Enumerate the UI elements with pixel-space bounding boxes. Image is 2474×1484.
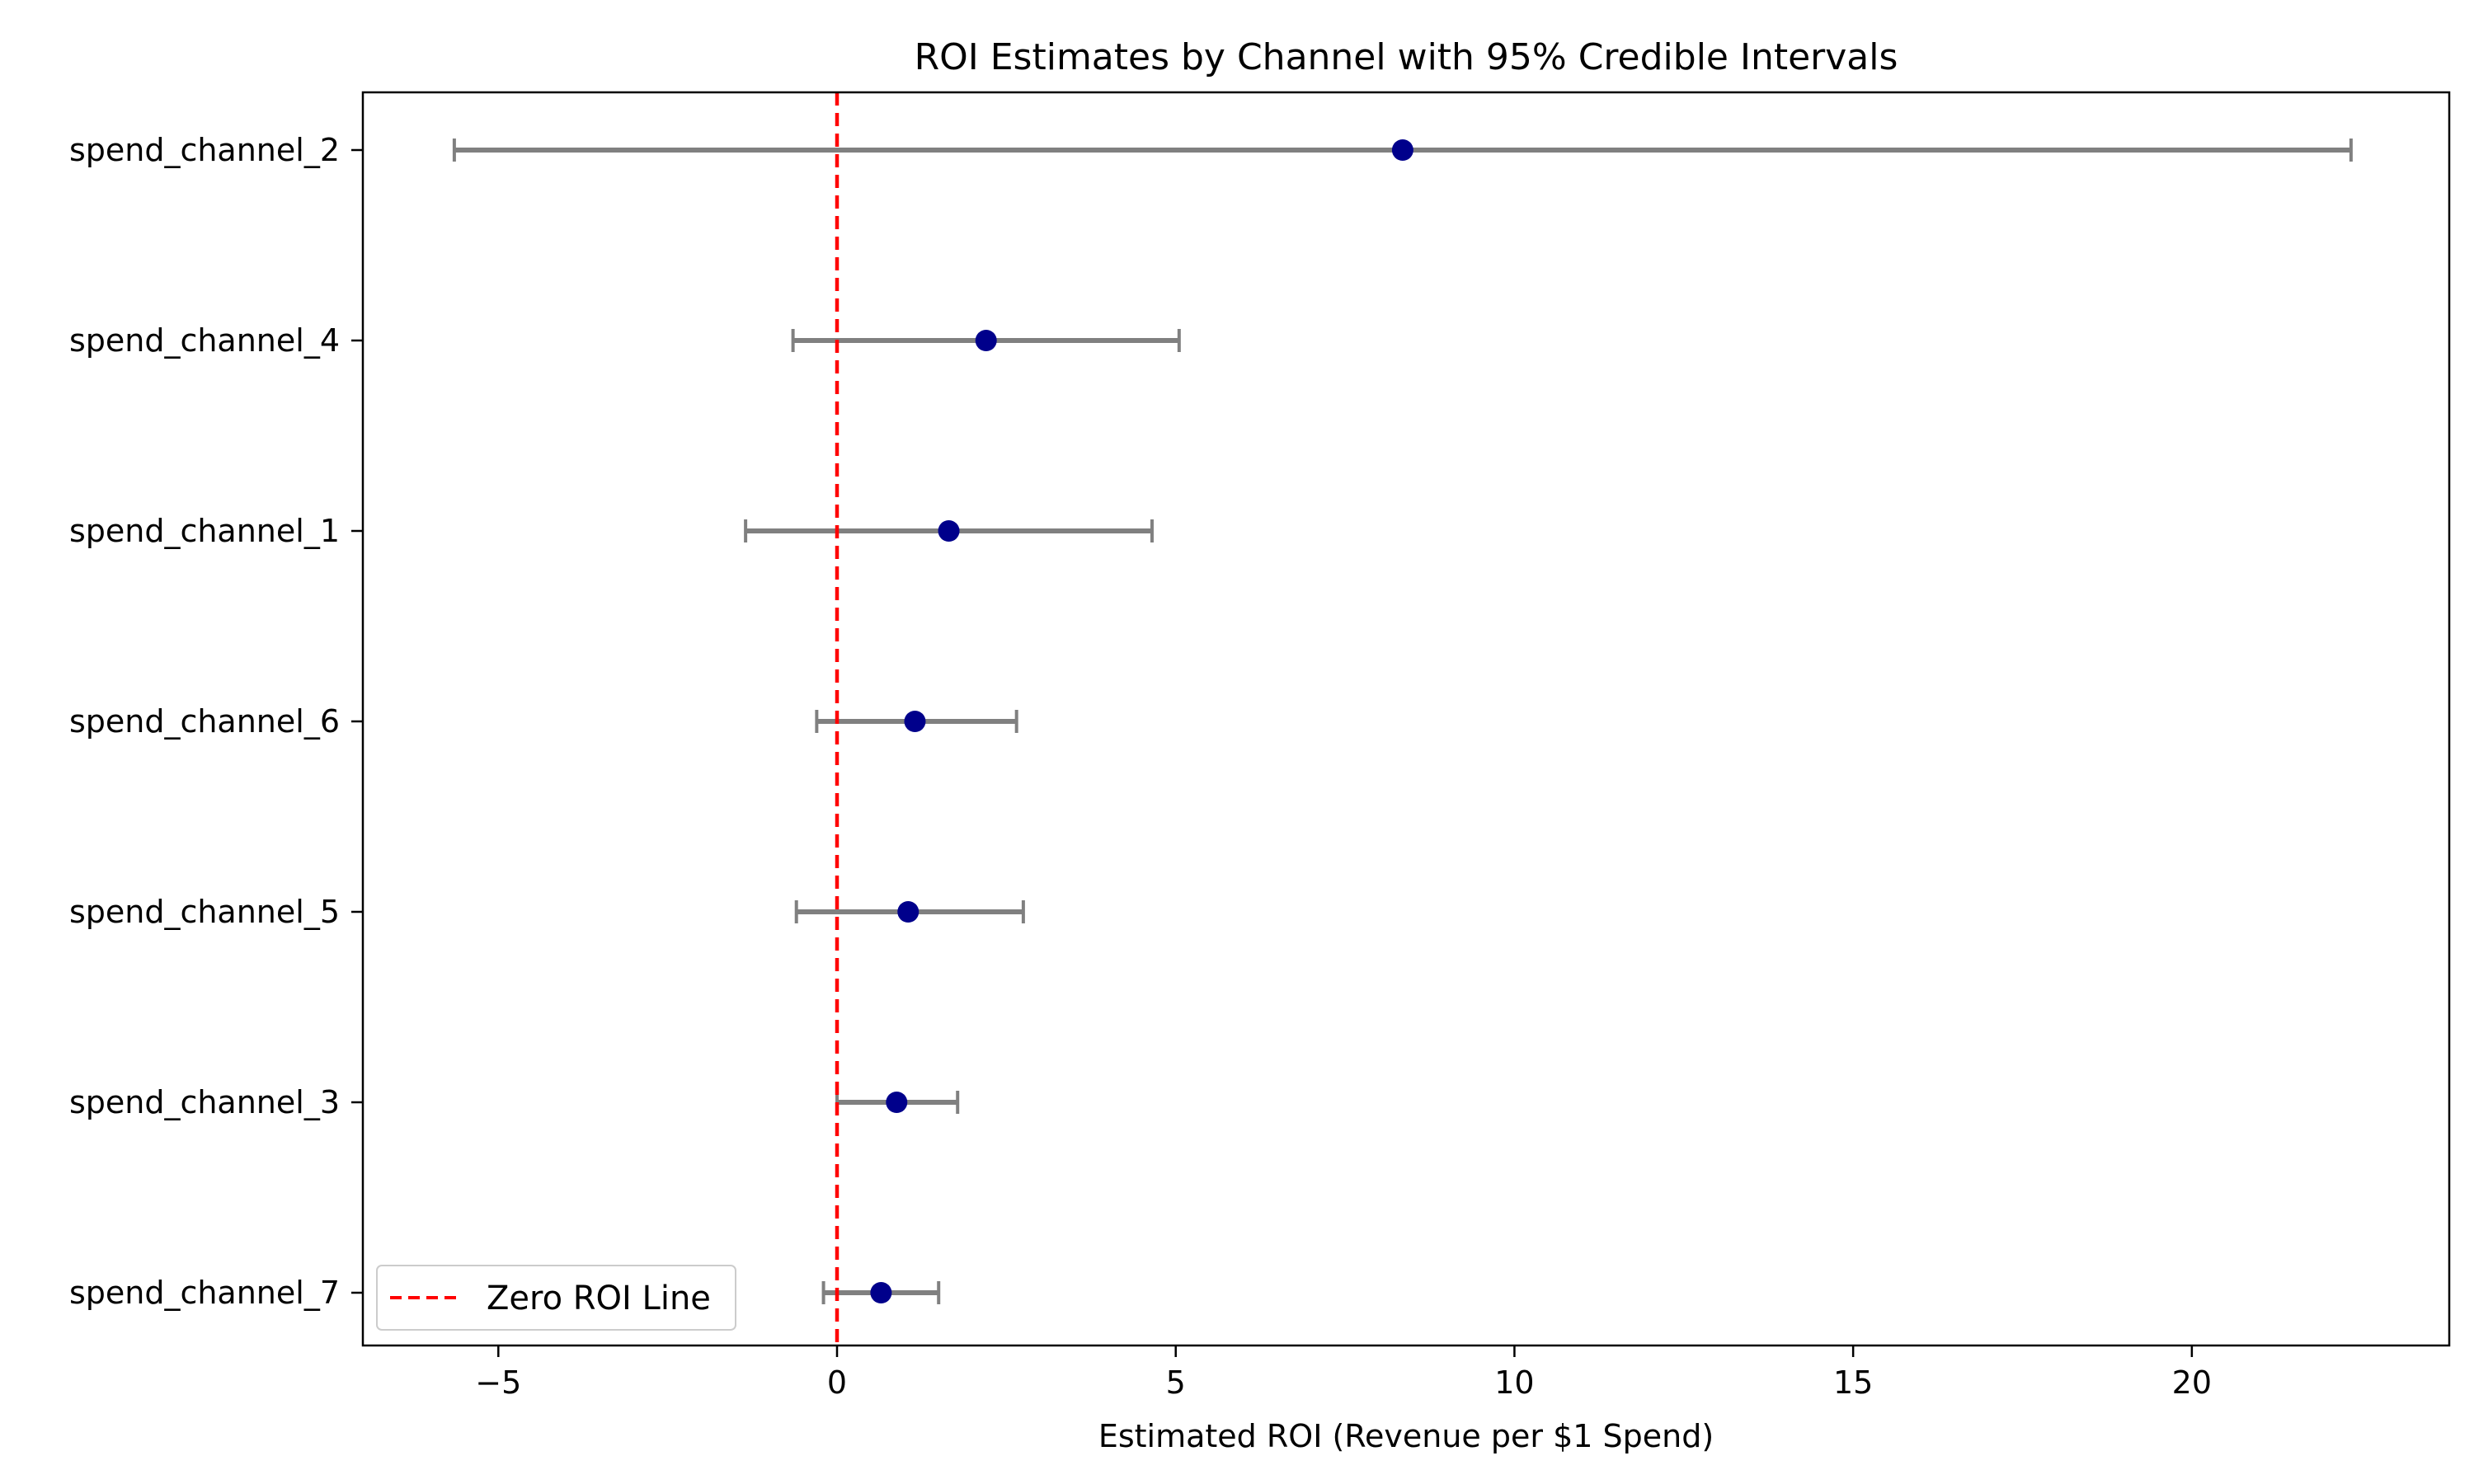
plot-area <box>452 92 2353 1345</box>
legend-label-zero-roi: Zero ROI Line <box>487 1280 711 1317</box>
y-tick-label: spend_channel_3 <box>69 1084 340 1120</box>
chart-title: ROI Estimates by Channel with 95% Credib… <box>915 36 1898 78</box>
point-spend_channel_6 <box>904 711 926 732</box>
x-tick-label: −5 <box>475 1364 521 1401</box>
x-tick-label: 0 <box>827 1364 847 1401</box>
point-spend_channel_1 <box>938 520 960 542</box>
x-tick-label: 15 <box>1833 1364 1873 1401</box>
x-tick-label: 5 <box>1166 1364 1186 1401</box>
plot-frame <box>361 91 2451 1347</box>
y-tick-label: spend_channel_5 <box>69 894 340 930</box>
point-spend_channel_7 <box>870 1282 892 1303</box>
y-tick-label: spend_channel_4 <box>69 322 340 359</box>
y-tick-label: spend_channel_2 <box>69 132 340 168</box>
y-tick-label: spend_channel_6 <box>69 703 340 740</box>
x-axis-ticks: −5 0 5 10 15 20 <box>475 1345 2212 1401</box>
point-spend_channel_5 <box>897 901 920 923</box>
x-tick-label: 20 <box>2172 1364 2212 1401</box>
point-spend_channel_2 <box>1391 139 1413 161</box>
point-spend_channel_4 <box>975 330 997 351</box>
x-tick-label: 10 <box>1494 1364 1534 1401</box>
x-axis-label: Estimated ROI (Revenue per $1 Spend) <box>1098 1418 1714 1454</box>
y-axis-ticks: spend_channel_2 spend_channel_4 spend_chan… <box>69 132 363 1311</box>
legend: Zero ROI Line <box>376 1265 736 1331</box>
point-spend_channel_3 <box>886 1092 908 1113</box>
legend-box <box>376 1265 736 1331</box>
y-tick-label: spend_channel_7 <box>69 1275 340 1311</box>
y-tick-label: spend_channel_1 <box>69 513 340 549</box>
